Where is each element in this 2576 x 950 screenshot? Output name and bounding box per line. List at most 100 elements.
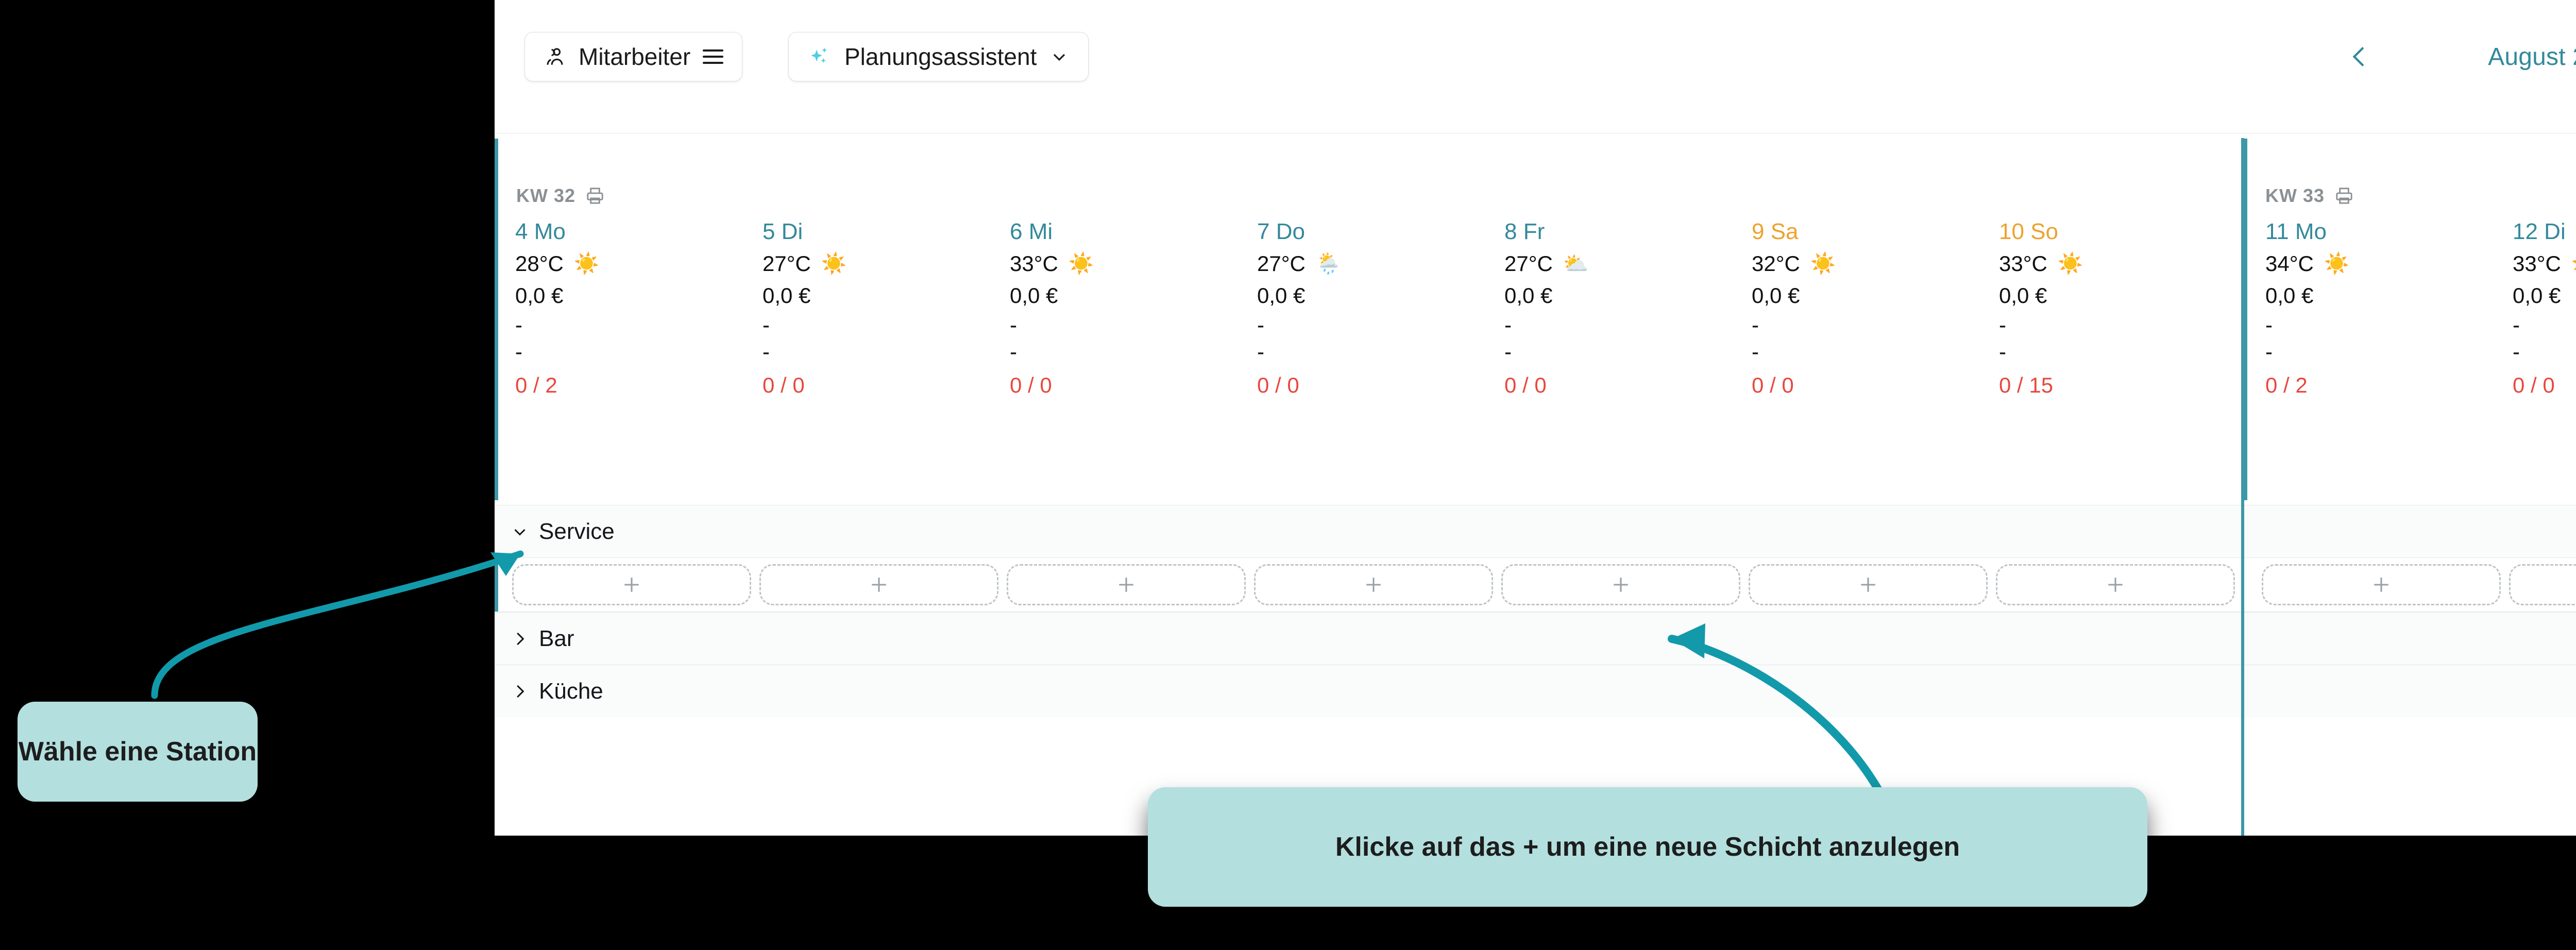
day-column-7-do: 7 Do 27°C 🌦️ 0,0 € - - 0 / 0 [1257,216,1504,494]
day-label: 8 Fr [1504,219,1545,244]
temperature-value: 34°C [2265,251,2314,276]
weather-sun-rain-icon: 🌦️ [1315,252,1342,275]
planning-assistant-button[interactable]: Planungsassistent [788,32,1089,81]
day-revenue: 0,0 € [515,283,564,308]
day-label: 4 Mo [515,219,566,244]
people-icon [547,48,563,65]
day-temperature: 27°C ⛅ [1504,248,1752,280]
day-revenue: 0,0 € [1504,283,1553,308]
weather-sun-icon: ☀️ [2571,253,2576,274]
chevron-right-icon [517,685,524,698]
temperature-value: 33°C [2513,251,2561,276]
add-shift-cell[interactable] [512,564,751,605]
day-metric-2: - [2513,340,2520,364]
add-shift-cell[interactable] [1501,564,1740,605]
day-staffing-ratio: 0 / 0 [1010,373,1052,397]
weather-sun-icon: ☀️ [2324,252,2350,275]
schedule-panel: Mitarbeiter Planungsassistent August 202… [495,0,2576,836]
day-temperature: 33°C ☀️ [2513,248,2576,280]
day-temperature: 32°C ☀️ [1752,248,1999,280]
day-metric-1: - [2265,313,2273,337]
day-staffing-ratio: 0 / 0 [1504,373,1547,397]
day-temperature: 33°C ☀️ [1999,248,2246,280]
add-shift-cell[interactable] [2262,564,2501,605]
day-metric-2: - [515,340,522,364]
day-revenue: 0,0 € [1752,283,1800,308]
day-revenue: 0,0 € [1010,283,1058,308]
month-label: August 2025 [2488,43,2576,71]
weather-sun-icon: ☀️ [1068,252,1094,275]
row-accent-bar [495,558,498,612]
day-staffing-ratio: 0 / 15 [1999,373,2054,397]
temperature-value: 27°C [1504,251,1553,276]
month-navigation: August 2025 [2339,32,2576,81]
weather-sun-icon: ☀️ [573,252,600,275]
add-shift-cell[interactable] [759,564,998,605]
day-revenue: 0,0 € [2265,283,2314,308]
weather-sun-icon: ☀️ [1810,252,1836,275]
week-block-kw32: KW 32 4 Mo 28°C ☀️ 0,0 € - - 0 / 2 5 Di 27°C ☀️ 0,… [495,133,2244,505]
calendar-header: KW 32 4 Mo 28°C ☀️ 0,0 € - - 0 / 2 5 Di 27°C ☀️ 0,… [495,133,2576,505]
day-revenue: 0,0 € [1999,283,2047,308]
chevron-down-icon [1054,54,1065,61]
station-row-bar[interactable]: Bar [495,612,2576,665]
temperature-value: 27°C [762,251,811,276]
day-label: 11 Mo [2265,219,2327,244]
station-row-kueche[interactable]: Küche [495,665,2576,717]
station-label-kueche: Küche [539,678,603,704]
day-metric-1: - [1999,313,2006,337]
plus-icon [1614,578,1628,592]
sparkle-icon [811,47,827,63]
day-metric-1: - [515,313,522,337]
week-label-kw32: KW 32 [516,185,605,207]
day-label: 6 Mi [1010,219,1053,244]
day-metric-1: - [1257,313,1264,337]
week-label-text: KW 33 [2265,185,2325,206]
weather-sun-icon: ☀️ [2057,252,2083,275]
add-shift-cell[interactable] [1254,564,1493,605]
plus-icon [1861,578,1875,592]
callout-choose-station-text: Wähle eine Station [18,737,257,767]
prev-month-button[interactable] [2339,36,2380,77]
weather-sun-cloud-icon: ⛅ [1563,252,1589,275]
temperature-value: 33°C [1999,251,2047,276]
callout-click-plus: Klicke auf das + um eine neue Schicht an… [1148,787,2147,907]
printer-icon[interactable] [585,185,605,206]
temperature-value: 32°C [1752,251,1800,276]
add-shift-cell[interactable] [2509,564,2576,605]
station-row-service[interactable]: Service [495,505,2576,557]
hamburger-icon [703,46,724,67]
add-shift-cell[interactable] [1749,564,1988,605]
day-staffing-ratio: 0 / 2 [515,373,557,397]
chevron-down-icon [514,529,526,536]
plus-icon [1366,578,1381,592]
day-metric-2: - [1999,340,2006,364]
day-label: 12 Di [2513,219,2566,244]
day-temperature: 27°C 🌦️ [1257,248,1504,280]
callout-choose-station: Wähle eine Station [18,702,258,802]
day-column-4-mo: 4 Mo 28°C ☀️ 0,0 € - - 0 / 2 [515,216,762,494]
add-shift-cell[interactable] [1996,564,2235,605]
day-label: 5 Di [762,219,803,244]
day-column-5-di: 5 Di 27°C ☀️ 0,0 € - - 0 / 0 [762,216,1010,494]
employees-button[interactable]: Mitarbeiter [524,32,743,81]
printer-icon[interactable] [2334,185,2354,206]
week-accent-bar [2244,139,2247,500]
day-metric-2: - [1504,340,1512,364]
day-metric-2: - [1010,340,1017,364]
day-column-9-sa: 9 Sa 32°C ☀️ 0,0 € - - 0 / 0 [1752,216,1999,494]
day-staffing-ratio: 0 / 0 [2513,373,2555,397]
temperature-value: 33°C [1010,251,1058,276]
plus-icon [1119,578,1133,592]
chevron-left-icon [2352,47,2364,66]
day-metric-1: - [1504,313,1512,337]
day-temperature: 34°C ☀️ [2265,248,2513,280]
day-column-6-mi: 6 Mi 33°C ☀️ 0,0 € - - 0 / 0 [1010,216,1257,494]
plus-icon [624,578,639,592]
add-shift-cell[interactable] [1007,564,1246,605]
weather-sun-icon: ☀️ [821,252,847,275]
day-metric-2: - [1752,340,1759,364]
day-temperature: 27°C ☀️ [762,248,1010,280]
day-column-8-fr: 8 Fr 27°C ⛅ 0,0 € - - 0 / 0 [1504,216,1752,494]
plus-icon [872,578,886,592]
